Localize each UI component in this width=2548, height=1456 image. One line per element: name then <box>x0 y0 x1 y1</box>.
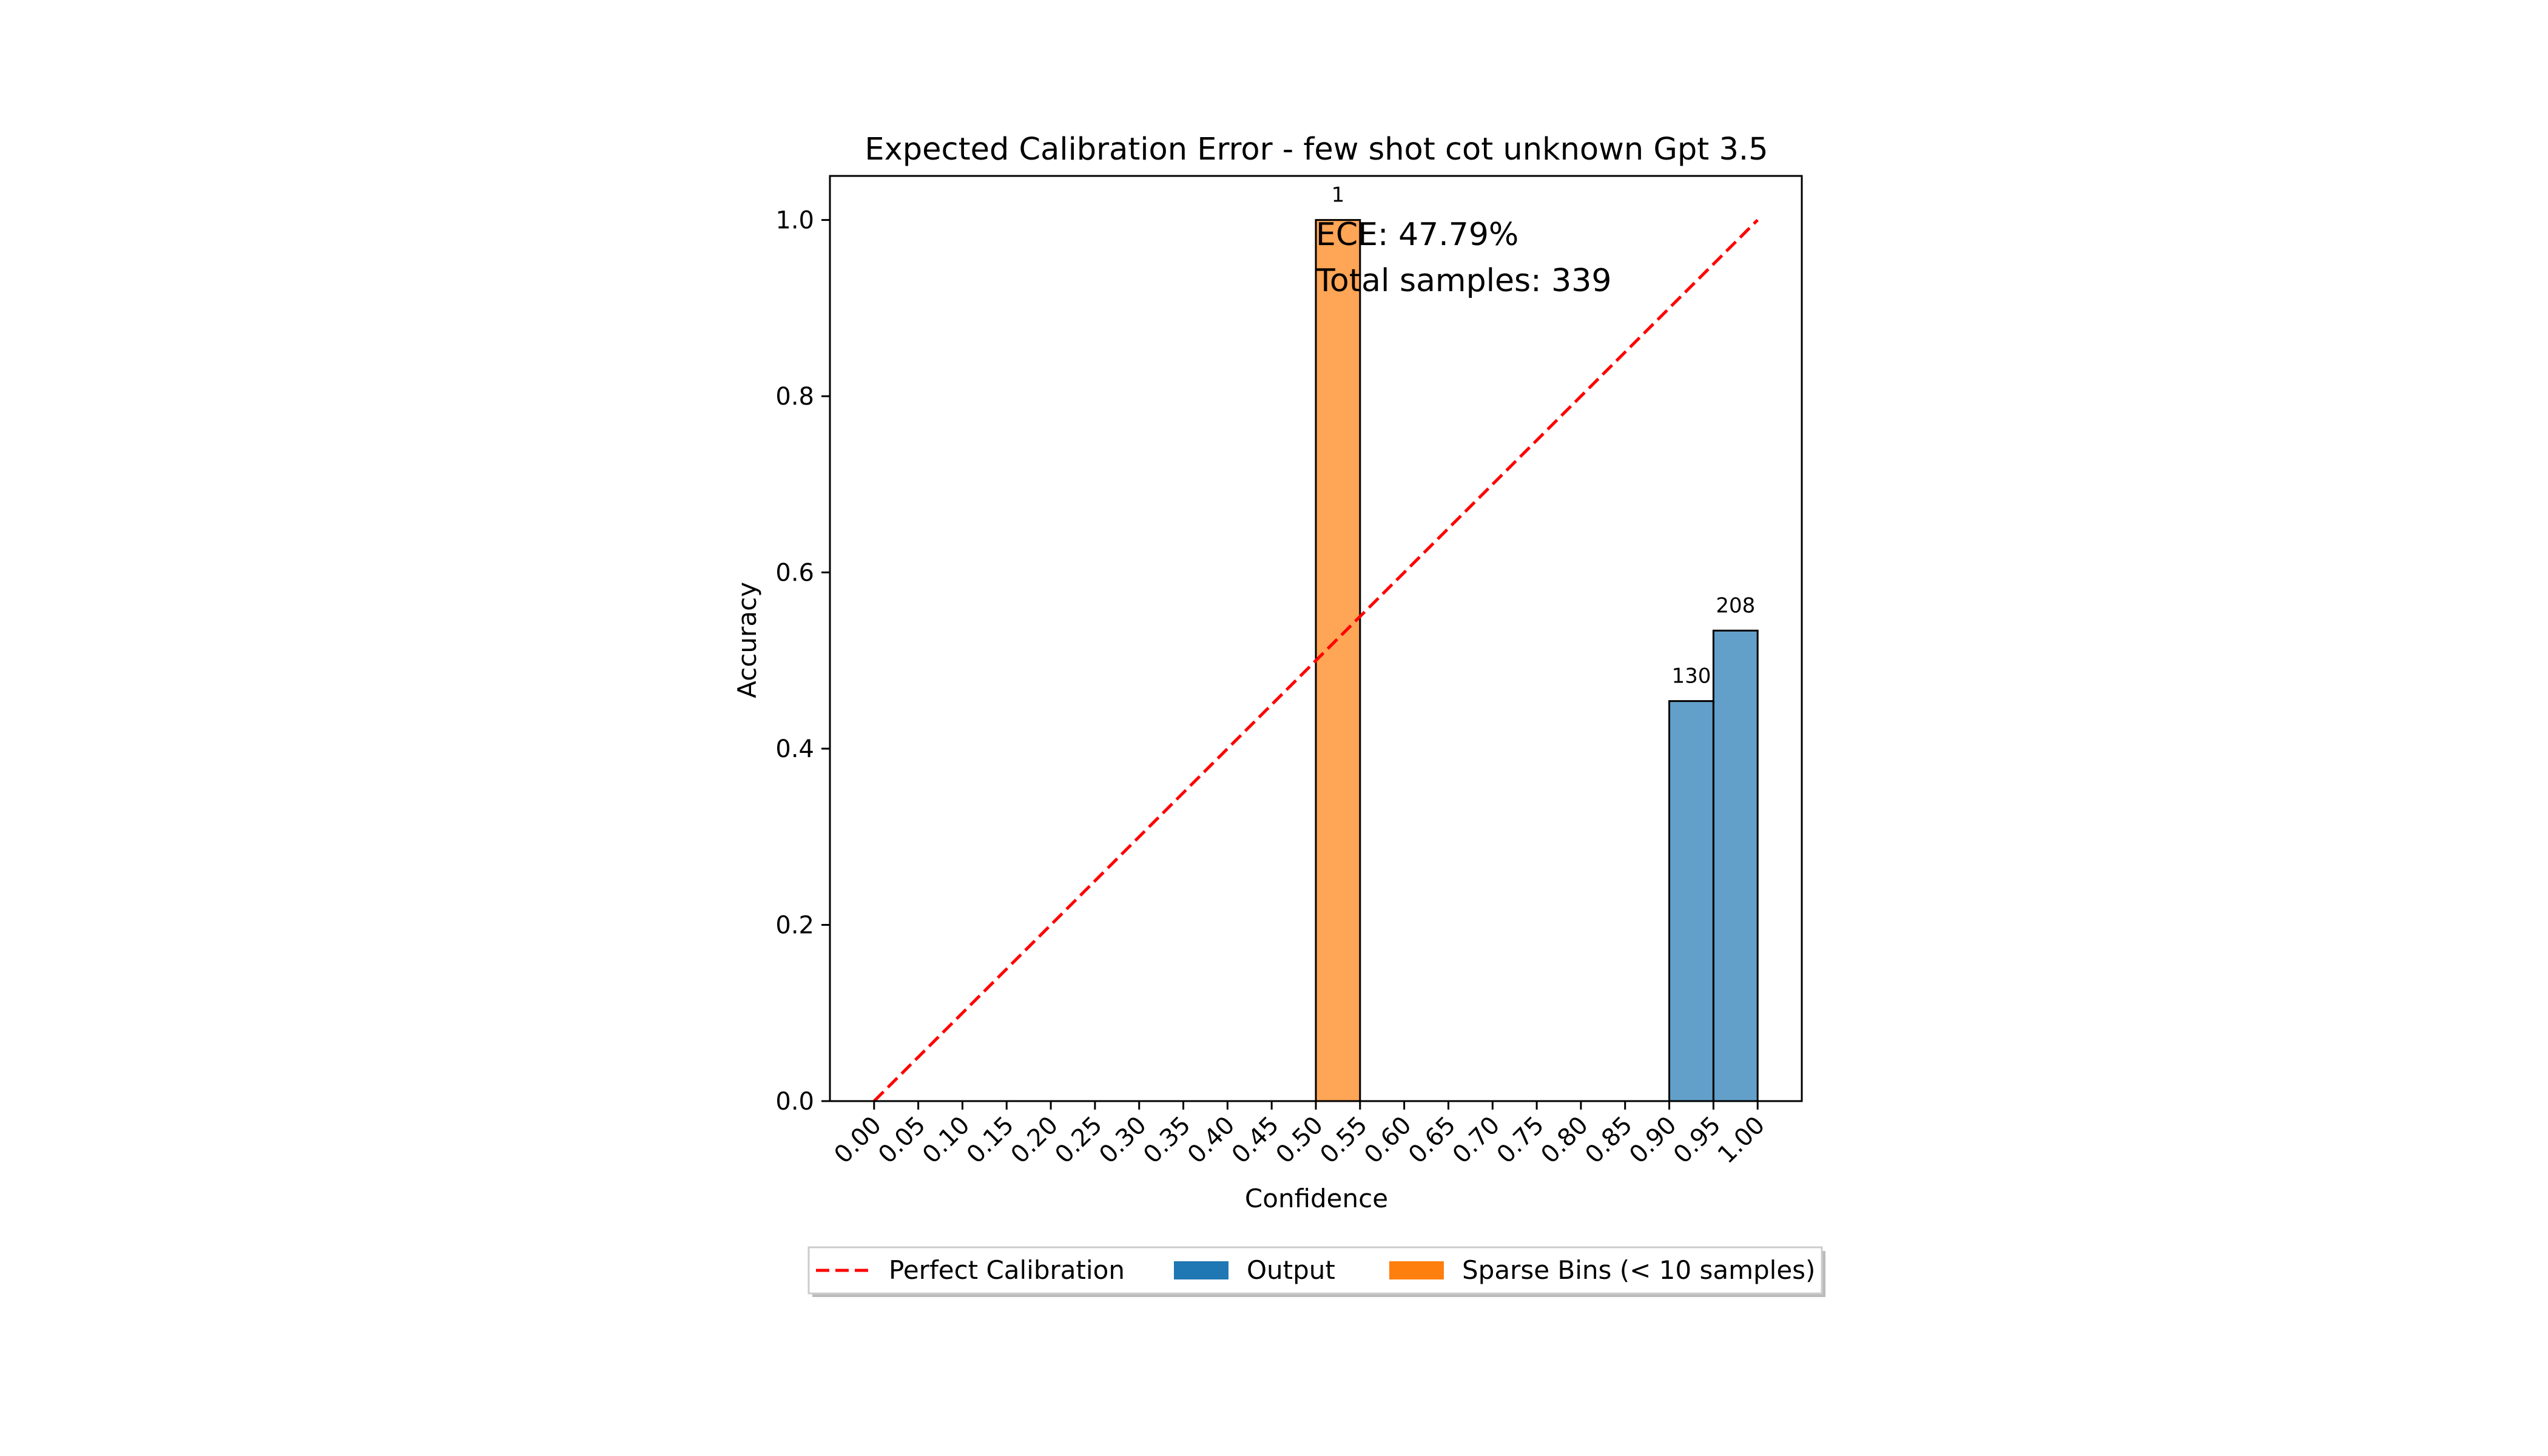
perfect-calibration-line <box>873 218 1759 1102</box>
x-tick-label: 0.50 <box>1271 1111 1329 1170</box>
bar-count-label: 208 <box>1716 593 1755 618</box>
x-tick-label: 0.15 <box>962 1111 1020 1170</box>
legend-label: Perfect Calibration <box>889 1255 1125 1285</box>
legend-sparse-swatch <box>1389 1261 1444 1279</box>
x-tick-label: 0.25 <box>1050 1111 1108 1170</box>
y-tick-label: 0.8 <box>775 383 814 411</box>
legend-label: Sparse Bins (< 10 samples) <box>1462 1255 1815 1285</box>
plot-area: 1 130 208 0.0 0.2 0.4 0.6 0.8 1.0 0.000.050.100.1… <box>775 175 1803 1170</box>
bar-output-2 <box>1712 629 1759 1102</box>
x-tick-label: 0.35 <box>1138 1111 1196 1170</box>
y-axis-label: Accuracy <box>732 582 762 698</box>
x-tick-label: 0.70 <box>1448 1111 1506 1170</box>
bar-count-label: 130 <box>1672 664 1711 689</box>
bar-sparse-0 <box>1315 219 1361 1102</box>
x-tick-label: 0.90 <box>1624 1111 1682 1170</box>
x-tick-label: 0.80 <box>1535 1111 1594 1170</box>
y-tick-label: 0.2 <box>775 912 814 940</box>
y-tick-label: 0.0 <box>775 1088 814 1116</box>
x-tick-label: 0.10 <box>917 1111 976 1170</box>
x-tick-label: 0.00 <box>829 1111 887 1170</box>
legend-box <box>807 1246 1823 1295</box>
total-samples-annotation: Total samples: 339 <box>1315 263 1611 299</box>
legend: Perfect Calibration Output Sparse Bins (< … <box>807 1246 1825 1297</box>
chart-title: Expected Calibration Error - few shot co… <box>864 132 1768 167</box>
legend-output-swatch <box>1174 1261 1228 1279</box>
legend-label: Output <box>1247 1255 1335 1285</box>
x-tick-label: 0.95 <box>1668 1111 1727 1170</box>
x-tick-label: 0.55 <box>1315 1111 1373 1170</box>
ece-annotation: ECE: 47.79% <box>1316 217 1518 253</box>
x-tick-label: 0.05 <box>873 1111 931 1170</box>
x-axis-label: Confidence <box>1245 1184 1388 1213</box>
y-tick-label: 0.6 <box>775 559 814 587</box>
bar-output-1 <box>1668 700 1714 1102</box>
y-tick-label: 1.0 <box>775 207 814 235</box>
x-tick-label: 0.30 <box>1094 1111 1152 1170</box>
x-tick-label: 0.85 <box>1580 1111 1638 1170</box>
x-tick-label: 1.00 <box>1713 1111 1771 1170</box>
x-tick-label: 0.60 <box>1359 1111 1417 1170</box>
bar-count-label: 1 <box>1332 183 1345 207</box>
y-tick-label: 0.4 <box>775 735 814 763</box>
x-tick-label: 0.40 <box>1182 1111 1241 1170</box>
x-tick-label: 0.20 <box>1006 1111 1064 1170</box>
x-tick-label: 0.45 <box>1227 1111 1285 1170</box>
x-tick-label: 0.75 <box>1492 1111 1550 1170</box>
x-tick-label: 0.65 <box>1403 1111 1461 1170</box>
